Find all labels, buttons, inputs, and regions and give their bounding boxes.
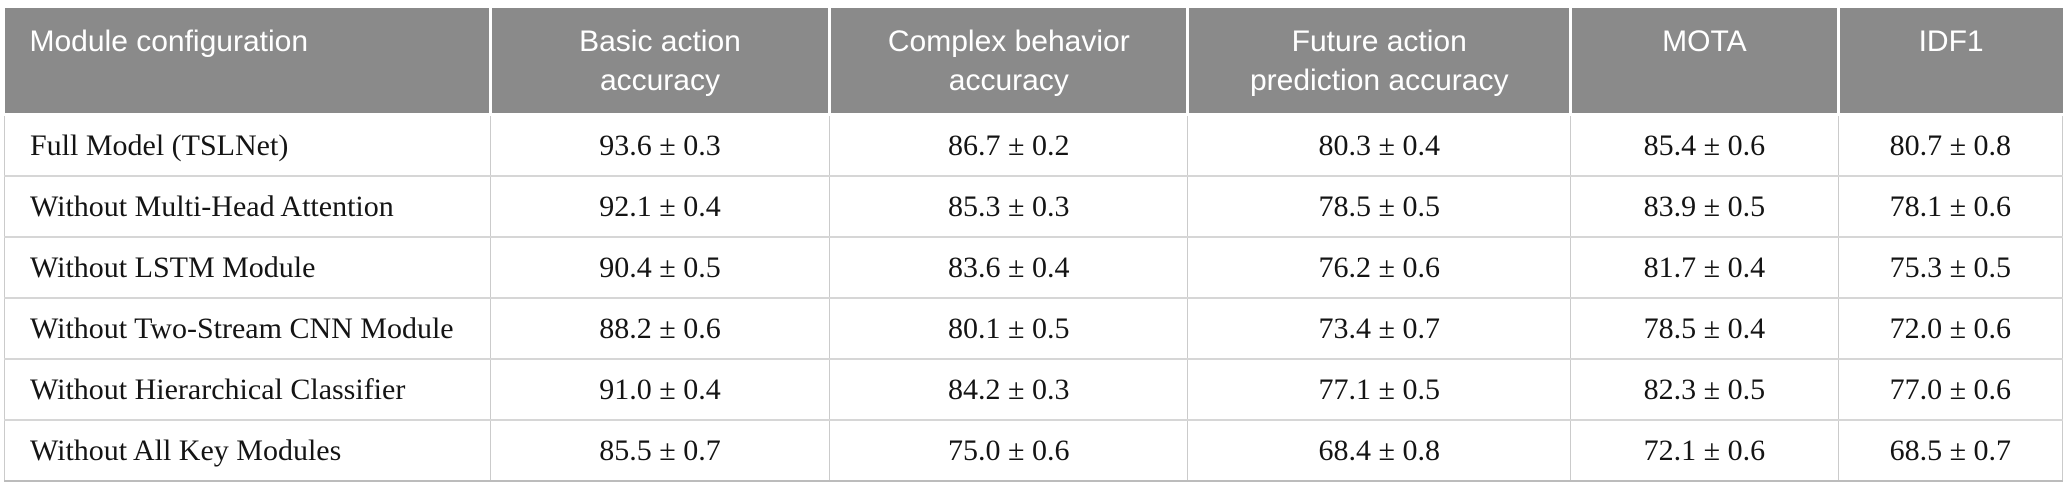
cell-value: 92.1 ± 0.4 [489,175,830,237]
cell-value: 78.1 ± 0.6 [1837,175,2064,237]
cell-value: 75.0 ± 0.6 [829,419,1188,482]
row-label: Without Multi-Head Attention [4,175,491,237]
cell-value: 78.5 ± 0.5 [1187,175,1571,237]
cell-value: 76.2 ± 0.6 [1187,236,1571,298]
row-label: Without Hierarchical Classifier [4,358,491,420]
cell-value: 72.0 ± 0.6 [1837,297,2064,359]
col-header-future-action-prediction-accuracy: Future action prediction accuracy [1186,8,1571,115]
cell-value: 88.2 ± 0.6 [489,297,830,359]
cell-value: 78.5 ± 0.4 [1570,297,1839,359]
cell-value: 86.7 ± 0.2 [829,113,1188,176]
row-label: Without All Key Modules [4,419,491,482]
col-header-basic-action-accuracy: Basic action accuracy [488,8,830,115]
table-row: Full Model (TSLNet) 93.6 ± 0.3 86.7 ± 0.… [4,113,2064,176]
table-row: Without Two-Stream CNN Module 88.2 ± 0.6… [4,297,2064,359]
ablation-results-table: Module configuration Basic action accura… [4,8,2064,482]
cell-value: 80.7 ± 0.8 [1837,113,2064,176]
cell-value: 90.4 ± 0.5 [489,236,830,298]
cell-value: 68.5 ± 0.7 [1837,419,2064,482]
cell-value: 77.0 ± 0.6 [1837,358,2064,420]
table-row: Without Hierarchical Classifier 91.0 ± 0… [4,358,2064,420]
header-row: Module configuration Basic action accura… [4,8,2063,115]
cell-value: 85.4 ± 0.6 [1570,113,1839,176]
cell-value: 91.0 ± 0.4 [489,358,830,420]
cell-value: 80.3 ± 0.4 [1187,113,1571,176]
cell-value: 73.4 ± 0.7 [1187,297,1571,359]
cell-value: 84.2 ± 0.3 [829,358,1188,420]
col-header-complex-behavior-accuracy: Complex behavior accuracy [828,8,1188,115]
cell-value: 68.4 ± 0.8 [1187,419,1571,482]
cell-value: 93.6 ± 0.3 [489,113,830,176]
cell-value: 81.7 ± 0.4 [1570,236,1839,298]
cell-value: 80.1 ± 0.5 [829,297,1188,359]
table-row: Without All Key Modules 85.5 ± 0.7 75.0 … [4,419,2064,482]
cell-value: 72.1 ± 0.6 [1570,419,1839,482]
cell-value: 85.3 ± 0.3 [829,175,1188,237]
cell-value: 83.6 ± 0.4 [829,236,1188,298]
cell-value: 82.3 ± 0.5 [1570,358,1839,420]
col-header-mota: MOTA [1569,8,1839,115]
table-row: Without LSTM Module 90.4 ± 0.5 83.6 ± 0.… [4,236,2064,298]
cell-value: 77.1 ± 0.5 [1187,358,1571,420]
cell-value: 75.3 ± 0.5 [1837,236,2064,298]
row-label: Without Two-Stream CNN Module [4,297,491,359]
table-row: Without Multi-Head Attention 92.1 ± 0.4 … [4,175,2064,237]
cell-value: 83.9 ± 0.5 [1570,175,1839,237]
row-label: Without LSTM Module [4,236,491,298]
cell-value: 85.5 ± 0.7 [489,419,830,482]
paper-table-figure: Module configuration Basic action accura… [0,8,2067,501]
row-label: Full Model (TSLNet) [4,113,491,176]
col-header-idf1: IDF1 [1836,8,2063,115]
col-header-module-configuration: Module configuration [4,8,491,115]
